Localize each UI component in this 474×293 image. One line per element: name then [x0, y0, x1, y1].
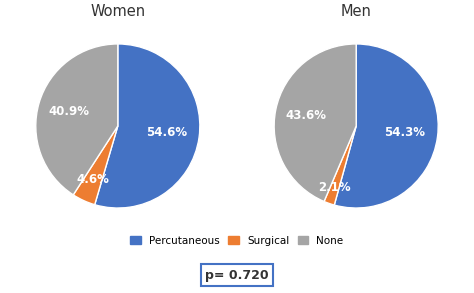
- Legend: Percutaneous, Surgical, None: Percutaneous, Surgical, None: [126, 231, 348, 250]
- Wedge shape: [324, 126, 356, 205]
- Wedge shape: [95, 44, 200, 208]
- Title: Women: Women: [90, 4, 146, 20]
- Title: Men: Men: [341, 4, 372, 20]
- Text: 4.6%: 4.6%: [77, 173, 109, 186]
- Text: 43.6%: 43.6%: [286, 109, 327, 122]
- Wedge shape: [36, 44, 118, 195]
- Wedge shape: [334, 44, 438, 208]
- Text: p= 0.720: p= 0.720: [205, 269, 269, 282]
- Text: 54.3%: 54.3%: [384, 126, 426, 139]
- Text: 40.9%: 40.9%: [48, 105, 90, 118]
- Text: 54.6%: 54.6%: [146, 127, 187, 139]
- Wedge shape: [73, 126, 118, 205]
- Wedge shape: [274, 44, 356, 202]
- Text: 2.1%: 2.1%: [318, 181, 351, 195]
